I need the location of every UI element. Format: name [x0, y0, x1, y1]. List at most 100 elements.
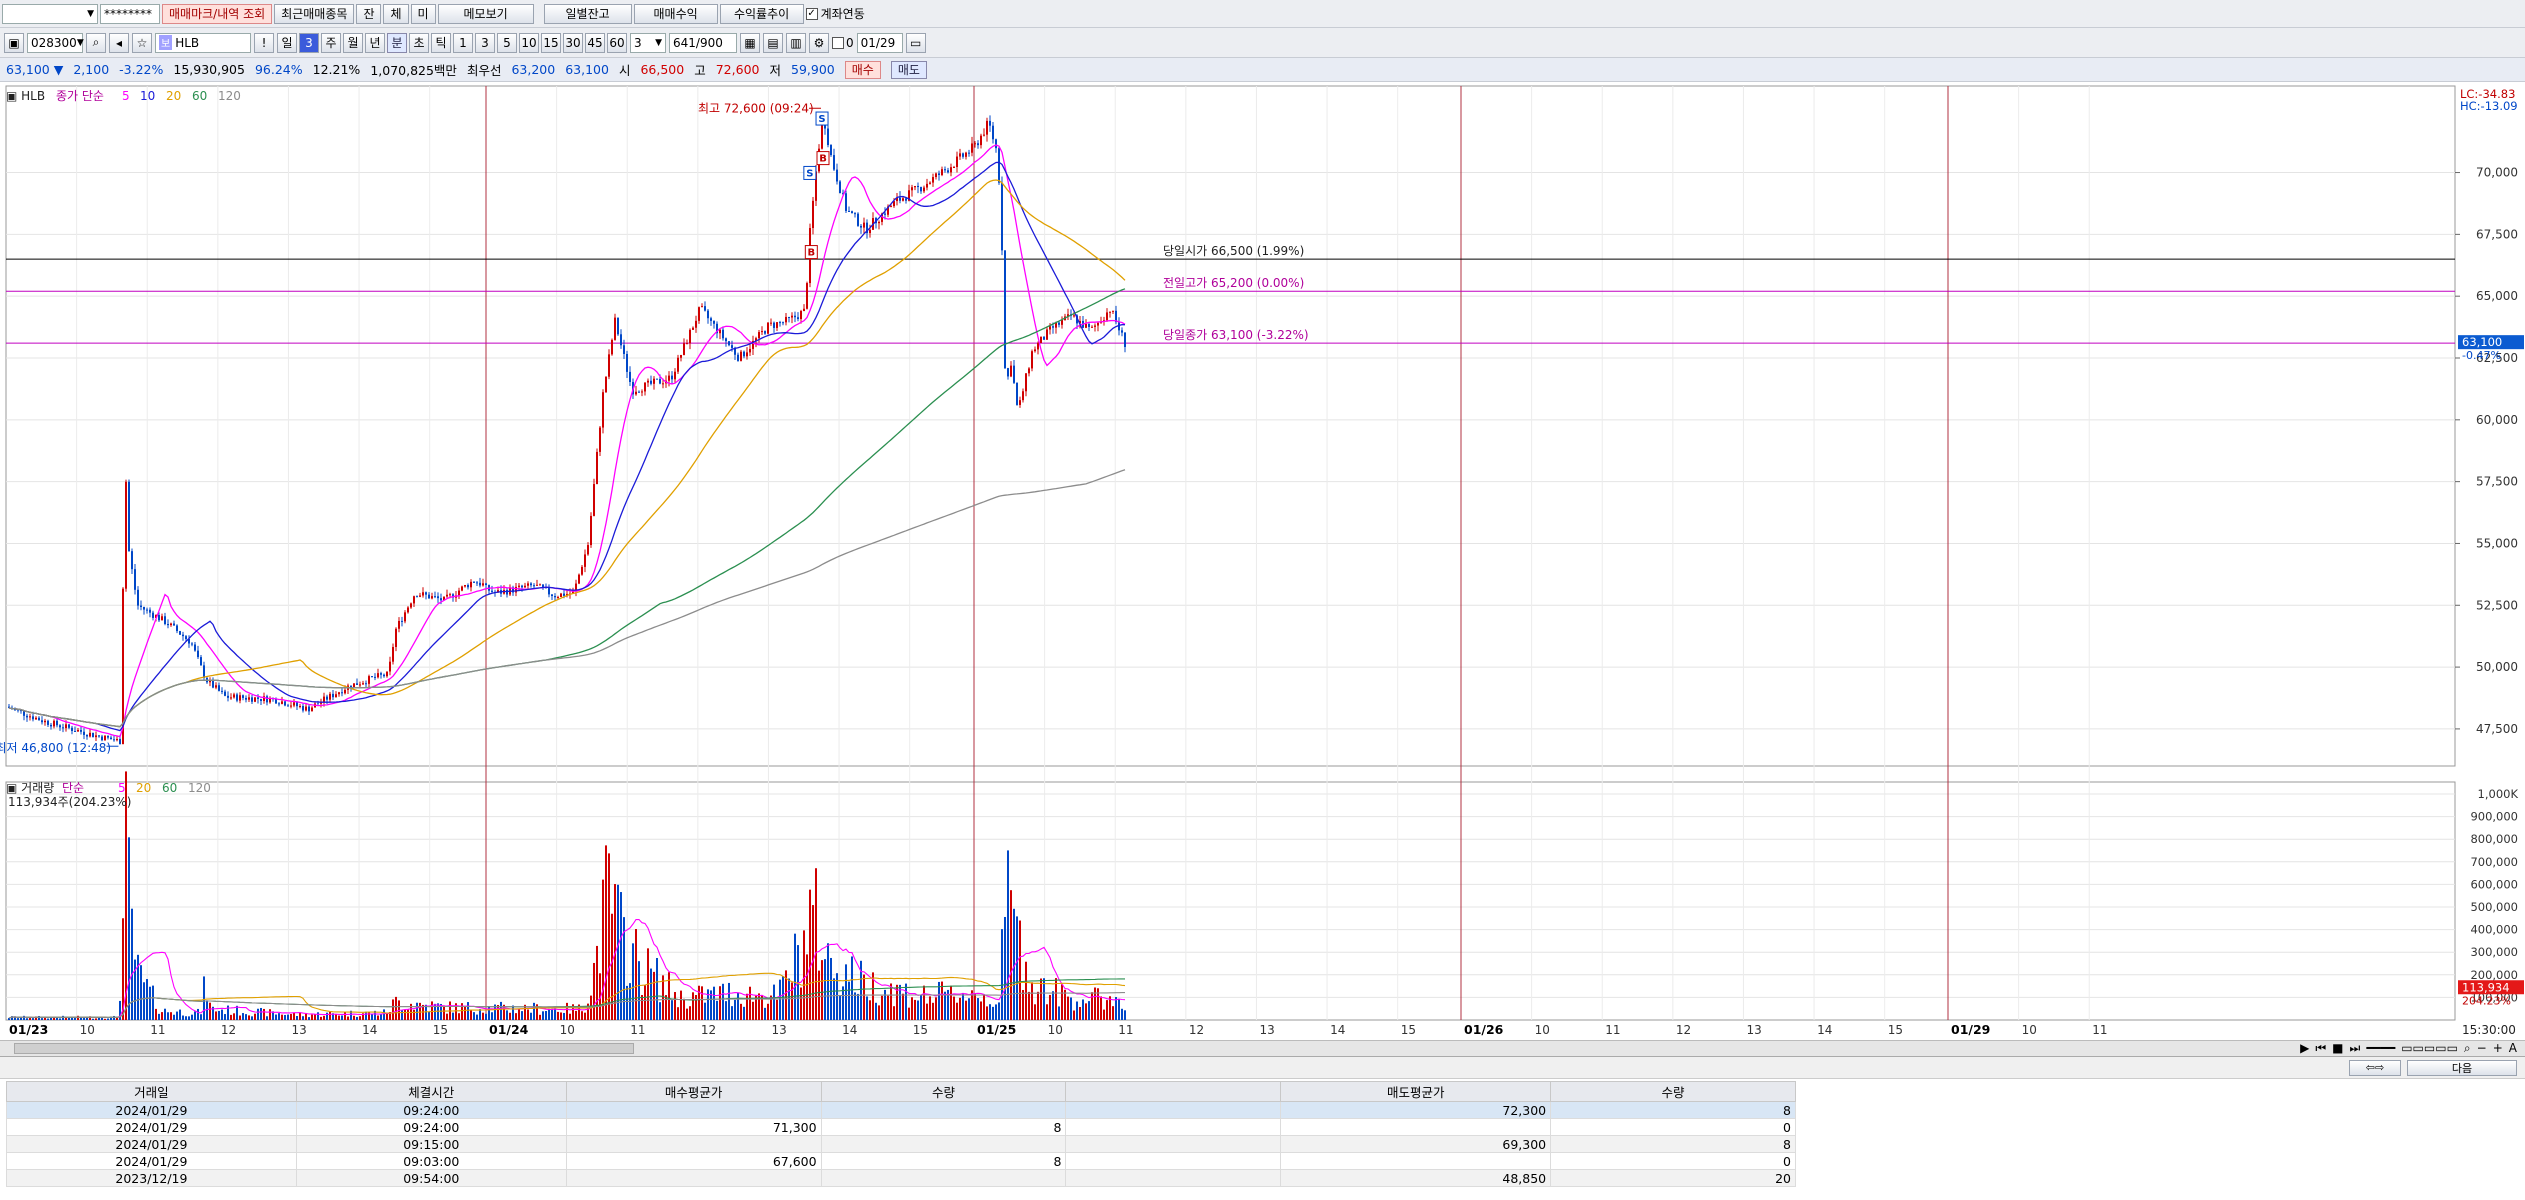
volume-bar — [365, 1011, 367, 1020]
price-tick-label: 60,000 — [2476, 413, 2518, 427]
candle-body — [425, 592, 427, 595]
period-button[interactable]: 3 — [475, 32, 495, 53]
account-select[interactable]: ▼ — [2, 3, 98, 24]
text-tool-icon[interactable]: A — [2508, 1041, 2517, 1055]
save-icon[interactable]: ▥ — [786, 32, 806, 53]
chart-type-icon[interactable]: ▤ — [763, 32, 783, 53]
layout-icon[interactable]: ▭▭▭▭▭ — [2401, 1041, 2458, 1055]
volume-bar — [131, 908, 133, 1020]
candle-body — [77, 730, 79, 732]
count-input[interactable]: 3 ▼ — [630, 32, 666, 53]
chart-area[interactable]: 47,500 50,000 52,500 55,000 57,500 60,000 62,5… — [0, 82, 2525, 1056]
column-header[interactable]: 수량 — [820, 1081, 1067, 1102]
info-icon[interactable]: ! — [254, 32, 274, 53]
volume-bar — [368, 1011, 370, 1020]
column-header[interactable]: 매수평균가 — [565, 1081, 822, 1102]
period-button[interactable]: 1 — [453, 32, 473, 53]
period-button[interactable]: 5 — [497, 32, 517, 53]
zoom-icon[interactable]: ⌕ — [2463, 1041, 2471, 1055]
play-icon[interactable]: ▶ — [2300, 1041, 2310, 1055]
period-button[interactable]: 주 — [321, 32, 341, 53]
layout-icon[interactable]: ▣ — [4, 32, 24, 53]
next-button[interactable]: 다음 — [2407, 1059, 2517, 1076]
candle-body — [167, 624, 169, 626]
date-checkbox[interactable] — [832, 36, 844, 49]
slider-icon[interactable]: ━━━━ — [2366, 1041, 2396, 1055]
executed-button[interactable]: 체 — [383, 3, 409, 24]
sell-button[interactable]: 매도 — [890, 60, 927, 79]
volume-bar — [152, 985, 154, 1020]
table-row[interactable]: 2024/01/29 09:24:00 71,300 8 0 — [6, 1118, 1796, 1136]
stock-code-input[interactable]: 028300 ▼ — [27, 32, 84, 53]
period-button[interactable]: 분 — [387, 32, 407, 53]
volume-bar — [974, 993, 976, 1020]
table-row[interactable]: 2023/12/19 09:54:00 48,850 20 — [6, 1169, 1796, 1187]
first-icon[interactable]: ⏮ — [2315, 1041, 2327, 1055]
volume-bar — [317, 1012, 319, 1020]
unfilled-button[interactable]: 미 — [410, 3, 436, 24]
hour-label: 14 — [1817, 1023, 1832, 1037]
candle-body — [551, 594, 553, 597]
volume-bar — [206, 1000, 208, 1020]
stock-chart[interactable]: 47,500 50,000 52,500 55,000 57,500 60,000 62,5… — [0, 82, 2525, 1040]
stop-icon[interactable]: ■ — [2332, 1041, 2344, 1055]
account-link-toggle[interactable]: ✓ 계좌연동 — [805, 7, 865, 21]
balance-button[interactable]: 잔 — [356, 3, 382, 24]
chart-scrollbar[interactable]: ▶ ⏮ ■ ⏭ ━━━━ ▭▭▭▭▭ ⌕ − + A — [0, 1040, 2525, 1056]
profit-trend-button[interactable]: 수익률추이 — [719, 3, 804, 24]
table-row[interactable]: 2024/01/29 09:24:00 72,300 8 — [6, 1101, 1796, 1119]
column-header[interactable]: 체결시간 — [295, 1081, 567, 1102]
volume-bar — [35, 1016, 37, 1020]
checkbox-icon[interactable]: ✓ — [805, 7, 818, 20]
period-button[interactable]: 3 — [299, 32, 319, 53]
period-button[interactable]: 틱 — [431, 32, 451, 53]
column-header[interactable]: 매도평균가 — [1280, 1081, 1552, 1102]
recent-trades-button[interactable]: 최근매매종목 — [274, 3, 355, 24]
swap-icon[interactable]: ⇦⇨ — [2349, 1059, 2401, 1076]
trade-profit-button[interactable]: 매매수익 — [633, 3, 718, 24]
period-button[interactable]: 30 — [563, 32, 583, 53]
period-button[interactable]: 60 — [607, 32, 627, 53]
period-button[interactable]: 10 — [519, 32, 539, 53]
speaker-icon[interactable]: ◂ — [109, 32, 129, 53]
period-button[interactable]: 일 — [277, 32, 297, 53]
grid-icon[interactable]: ▦ — [740, 32, 760, 53]
minus-icon[interactable]: − — [2476, 1041, 2487, 1055]
volume-bar — [575, 1010, 577, 1020]
period-button[interactable]: 월 — [343, 32, 363, 53]
candle-body — [656, 378, 658, 380]
period-button[interactable]: 15 — [541, 32, 561, 53]
table-row[interactable]: 2024/01/29 09:03:00 67,600 8 0 — [6, 1152, 1796, 1170]
date-input[interactable]: 01/29 — [856, 32, 903, 53]
column-header[interactable]: 거래일 — [6, 1081, 297, 1102]
candle-body — [392, 647, 394, 662]
candle-body — [944, 169, 946, 171]
column-header[interactable]: 수량 — [1550, 1081, 1796, 1102]
candle-body — [155, 615, 157, 618]
volume-bar — [257, 1008, 259, 1020]
trade-marker: B — [819, 154, 827, 165]
candle-body — [836, 169, 838, 182]
volume-bar — [911, 997, 913, 1020]
gear-icon[interactable]: ⚙ — [809, 32, 829, 53]
period-button[interactable]: 초 — [409, 32, 429, 53]
column-header[interactable] — [1065, 1081, 1282, 1102]
search-icon[interactable]: ⌕ — [86, 32, 106, 53]
table-row[interactable]: 2024/01/29 09:15:00 69,300 8 — [6, 1135, 1796, 1153]
period-button[interactable]: 45 — [585, 32, 605, 53]
period-button[interactable]: 년 — [365, 32, 385, 53]
candle-body — [110, 737, 112, 740]
calendar-icon[interactable]: ▭ — [905, 32, 926, 53]
account-password-field[interactable]: ******** — [100, 3, 160, 24]
volume-bar — [98, 1017, 100, 1020]
scroll-thumb[interactable] — [14, 1043, 634, 1054]
last-icon[interactable]: ⏭ — [2349, 1041, 2361, 1055]
candle-body — [572, 591, 574, 594]
daily-balance-button[interactable]: 일별잔고 — [543, 3, 632, 24]
buy-button[interactable]: 매수 — [844, 60, 881, 79]
volume-bar — [926, 1003, 928, 1020]
memo-button[interactable]: 메모보기 — [437, 3, 534, 24]
star-icon[interactable]: ☆ — [132, 32, 152, 53]
plus-icon[interactable]: + — [2492, 1041, 2503, 1055]
trade-marks-button[interactable]: 매매마크/내역 조회 — [162, 3, 273, 24]
